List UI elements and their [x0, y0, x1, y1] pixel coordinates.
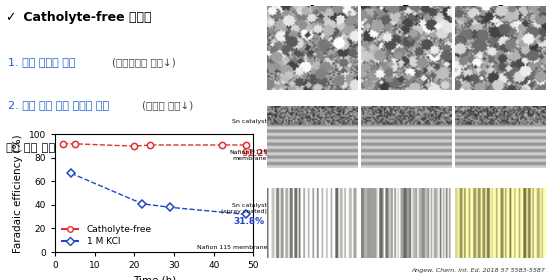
Y-axis label: Faradaic efficiency (%): Faradaic efficiency (%) [13, 134, 23, 253]
Text: 1. 작동 전압이 낙고: 1. 작동 전압이 낙고 [8, 57, 79, 67]
X-axis label: Time (h): Time (h) [133, 276, 176, 280]
Text: ✓: ✓ [6, 11, 16, 24]
Text: Angew. Chem. Int. Ed. 2018 57 5583-5587: Angew. Chem. Int. Ed. 2018 57 5583-5587 [412, 268, 545, 273]
Text: 기존 기술 대비 전극의 내구성이 크게 향상됨: 기존 기술 대비 전극의 내구성이 크게 향상됨 [6, 143, 153, 153]
Text: Nafion®115
membrane: Nafion®115 membrane [229, 150, 267, 161]
Text: (전기화학적 손상↓): (전기화학적 손상↓) [112, 57, 176, 67]
Text: B: B [402, 5, 410, 15]
Text: Nafion 115 membrane: Nafion 115 membrane [197, 245, 267, 249]
Text: Catholyte-free 기술은: Catholyte-free 기술은 [19, 11, 152, 24]
Text: A: A [309, 5, 317, 15]
Text: 91.2%: 91.2% [241, 149, 273, 158]
Text: 2. 촉매 층에 액상 흐름이 없어: 2. 촉매 층에 액상 흐름이 없어 [8, 100, 112, 110]
Text: 31.8%: 31.8% [234, 217, 264, 226]
Text: (물리적 손상↓): (물리적 손상↓) [142, 100, 193, 110]
Text: Before electrolysis: Before electrolysis [284, 14, 342, 19]
Legend: Catholyte-free, 1 M KCl: Catholyte-free, 1 M KCl [60, 223, 154, 248]
Text: After 48 h electrolysis
(catholyte-free): After 48 h electrolysis (catholyte-free) [372, 14, 441, 25]
Text: Sn catalyst: Sn catalyst [233, 119, 267, 124]
Text: C: C [496, 5, 504, 15]
Text: After 48 h electrolysis
(1 M KCl): After 48 h electrolysis (1 M KCl) [466, 14, 534, 25]
Text: Sn catalyst
(spray coated): Sn catalyst (spray coated) [222, 203, 267, 214]
